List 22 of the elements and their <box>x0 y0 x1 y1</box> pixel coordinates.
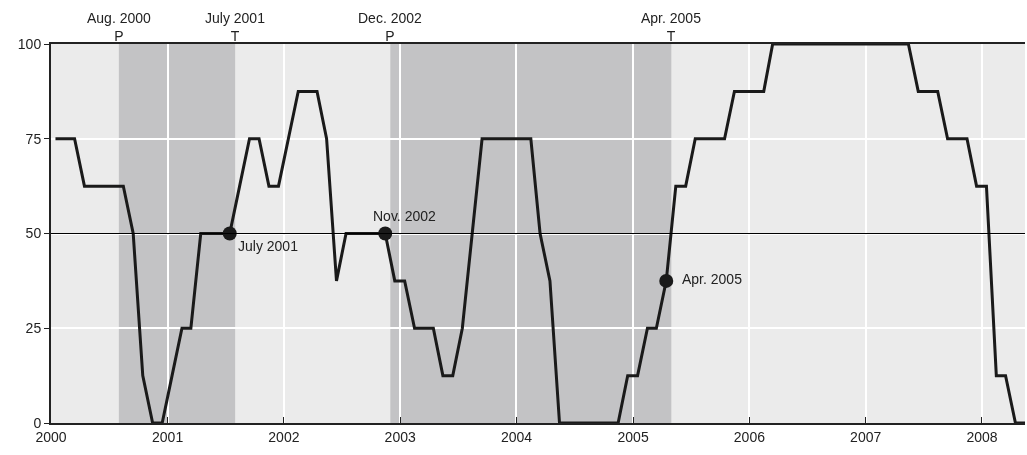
x-tick-label: 2001 <box>152 428 184 445</box>
y-tick-label: 50 <box>25 225 42 242</box>
line-series <box>53 44 1025 423</box>
y-tick-label: 100 <box>17 35 42 52</box>
annotation: July 2001 T <box>205 10 266 45</box>
y-tick-label: 0 <box>33 414 42 431</box>
annotation: Dec. 2002 P <box>358 10 423 45</box>
x-tick-label: 2000 <box>35 428 67 445</box>
x-tick-label: 2002 <box>268 428 300 445</box>
x-tick-label: 2003 <box>384 428 416 445</box>
annotation: Apr. 2005 <box>682 271 743 287</box>
x-tick-label: 2007 <box>850 428 882 445</box>
x-tick-label: 2004 <box>500 428 533 445</box>
x-tick-label: 2005 <box>617 428 649 445</box>
x-tick-label: 2008 <box>966 428 998 445</box>
annotation: Aug. 2000 P <box>87 10 152 45</box>
y-tick-label: 25 <box>25 320 42 337</box>
annotation: July 2001 <box>238 238 299 254</box>
annotation: Apr. 2005 T <box>641 10 702 45</box>
x-tick-label: 2006 <box>733 428 766 445</box>
annotation: Nov. 2002 <box>373 208 436 224</box>
y-tick-label: 75 <box>25 130 42 147</box>
